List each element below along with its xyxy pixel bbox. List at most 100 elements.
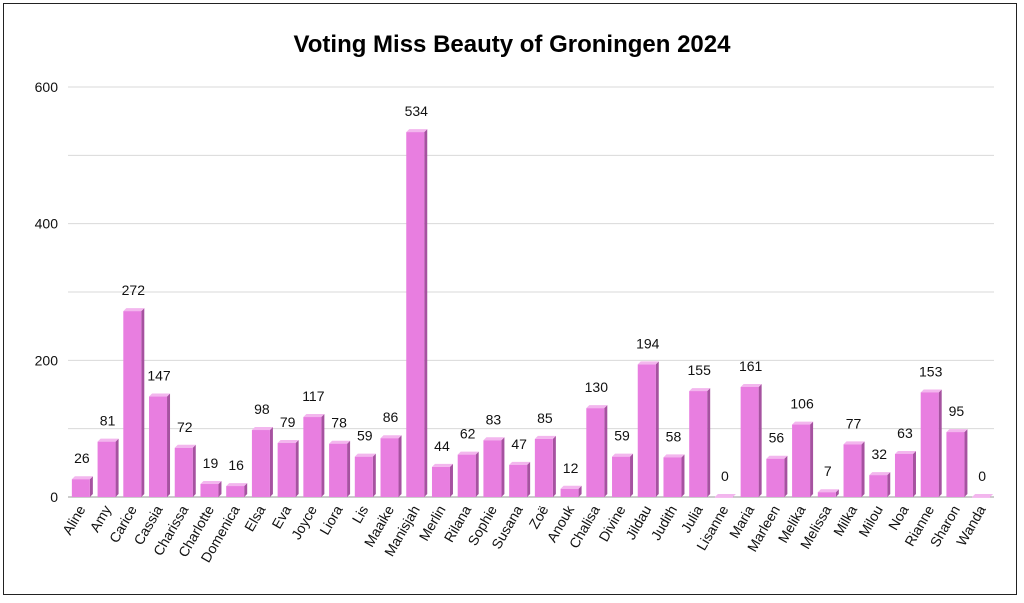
bar <box>406 129 428 497</box>
data-label: 86 <box>383 409 399 425</box>
bar <box>380 435 402 497</box>
bar-face <box>123 311 142 497</box>
bar-face <box>612 456 631 497</box>
bar-top <box>431 463 453 467</box>
bar <box>174 444 196 497</box>
bar-face <box>277 443 296 497</box>
bar-side <box>655 361 659 497</box>
bar <box>663 454 685 497</box>
bar <box>431 463 453 497</box>
bar-top <box>663 454 685 458</box>
bar-side <box>321 414 325 497</box>
bar-top <box>251 427 273 431</box>
y-tick-label: 200 <box>35 352 59 368</box>
category-label: Liora <box>316 502 346 537</box>
bar-top <box>406 129 428 133</box>
data-label: 56 <box>769 430 785 446</box>
bar-side <box>347 440 351 497</box>
bar-face <box>200 484 219 497</box>
bar <box>792 421 814 497</box>
bar-top <box>71 476 93 480</box>
bar-face <box>920 392 939 497</box>
bar-side <box>501 437 505 497</box>
bar-side <box>89 476 93 497</box>
data-labels: 26 81 272 147 72 19 16 98 79 117 78 59 86 534 44 62 83 47… <box>74 103 986 484</box>
bar-top <box>534 435 556 439</box>
bar-top <box>97 438 119 442</box>
bar <box>560 485 582 497</box>
bar <box>200 481 222 497</box>
bar-side <box>372 453 376 497</box>
bar-side <box>449 463 453 497</box>
bar-face <box>509 464 528 497</box>
bar <box>457 451 479 497</box>
data-label: 12 <box>563 460 579 476</box>
y-axis: 0 200 400 600 <box>35 79 59 505</box>
data-label: 16 <box>228 457 244 473</box>
bar-face <box>354 456 373 497</box>
bar-top <box>509 461 531 465</box>
bar-top <box>869 472 891 476</box>
bar-top <box>380 435 402 439</box>
bar-top <box>277 440 299 444</box>
bar <box>689 388 711 497</box>
bar-side <box>578 485 582 497</box>
bar-side <box>398 435 402 497</box>
bar <box>97 438 119 497</box>
data-label: 78 <box>331 415 347 431</box>
bar-side <box>938 389 942 497</box>
data-label: 0 <box>721 468 729 484</box>
bar <box>303 414 325 497</box>
bar-side <box>861 441 865 497</box>
bar-face <box>226 486 245 497</box>
bar-side <box>707 388 711 497</box>
bar <box>869 472 891 497</box>
category-label: Divine <box>595 502 628 544</box>
bar-side <box>218 481 222 497</box>
bar <box>894 450 916 497</box>
bar-side <box>295 440 299 497</box>
data-label: 81 <box>100 413 116 429</box>
bar-face <box>972 497 991 498</box>
bar-side <box>964 429 968 497</box>
bar-top <box>946 429 968 433</box>
data-label: 32 <box>871 446 887 462</box>
bar-face <box>869 475 888 497</box>
bar-top <box>817 489 839 493</box>
bar-side <box>269 427 273 497</box>
data-label: 19 <box>203 455 219 471</box>
bar-top <box>689 388 711 392</box>
bar-side <box>115 438 119 497</box>
x-axis: AlineAmyCariceCassiaCharissaCharlotteDom… <box>59 502 989 565</box>
bar-top <box>586 405 608 409</box>
bar <box>843 441 865 497</box>
bar-face <box>792 424 811 497</box>
bar-side <box>784 455 788 497</box>
bar-top <box>174 444 196 448</box>
bar-side <box>630 453 634 497</box>
bar-face <box>251 430 270 497</box>
bar-side <box>552 435 556 497</box>
bar <box>226 483 248 497</box>
bar-face <box>483 440 502 497</box>
bar <box>972 494 994 498</box>
category-label: Milou <box>855 503 886 540</box>
data-label: 26 <box>74 450 90 466</box>
bar-face <box>71 479 90 497</box>
bar-side <box>887 472 891 497</box>
bar-top <box>637 361 659 365</box>
data-label: 83 <box>486 411 502 427</box>
bar-face <box>97 441 116 497</box>
bar-side <box>681 454 685 497</box>
bar-face <box>457 454 476 497</box>
bar <box>740 383 762 497</box>
data-label: 98 <box>254 401 270 417</box>
category-label: Aline <box>59 502 89 537</box>
bar-top <box>483 437 505 441</box>
bar <box>766 455 788 497</box>
data-label: 147 <box>147 368 171 384</box>
y-tick-label: 600 <box>35 79 59 95</box>
category-label: Zoë <box>526 502 552 531</box>
bar-face <box>586 408 605 497</box>
